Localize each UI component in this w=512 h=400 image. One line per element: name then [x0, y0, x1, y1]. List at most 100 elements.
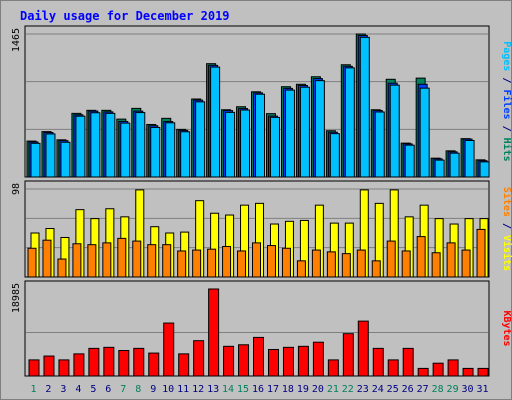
axis-label-part: Sites: [501, 187, 512, 217]
bar-pages-day-14: [225, 111, 236, 178]
x-tick-label-day-12: 12: [192, 384, 204, 395]
bar-kbytes-day-23: [357, 320, 369, 377]
axis-label-part: Files: [501, 89, 512, 119]
x-tick-label-day-28: 28: [432, 384, 444, 395]
x-tick-label-day-6: 6: [105, 384, 111, 395]
bar-pages-day-16: [255, 93, 266, 178]
bar-kbytes-day-7: [118, 350, 130, 377]
panel-max-label: 18985: [11, 283, 22, 313]
bar-pages-day-7: [120, 122, 131, 178]
bar-pages-day-13: [210, 66, 221, 178]
panel-axis-label: Pages / Files / Hits: [501, 41, 512, 161]
panel-axis-label: Sites / Visits: [501, 187, 512, 271]
bar-kbytes-day-21: [327, 359, 339, 377]
bar-pages-day-25: [389, 84, 400, 178]
bar-kbytes-day-9: [148, 352, 160, 377]
bar-kbytes-day-6: [103, 346, 115, 377]
bar-pages-day-21: [329, 133, 340, 178]
bar-sites-day-18: [281, 247, 291, 278]
bar-pages-day-9: [150, 126, 161, 178]
bar-sites-day-9: [147, 244, 157, 278]
x-tick-label-day-11: 11: [177, 384, 189, 395]
bar-kbytes-day-22: [342, 333, 354, 377]
bar-sites-day-15: [237, 250, 247, 278]
bar-sites-day-26: [401, 250, 411, 278]
bar-kbytes-day-18: [282, 346, 294, 377]
x-tick-label-day-18: 18: [282, 384, 294, 395]
bar-kbytes-day-28: [432, 362, 444, 377]
x-tick-label-day-13: 13: [207, 384, 219, 395]
x-tick-label-day-25: 25: [387, 384, 399, 395]
bar-pages-day-11: [180, 131, 191, 178]
bar-sites-day-8: [132, 240, 142, 278]
bar-sites-day-31: [476, 228, 486, 278]
x-tick-label-day-24: 24: [372, 384, 384, 395]
bar-pages-day-19: [299, 86, 310, 178]
x-tick-label-day-7: 7: [120, 384, 126, 395]
x-tick-label-day-30: 30: [462, 384, 474, 395]
bar-kbytes-day-1: [28, 359, 40, 377]
axis-label-part: Hits: [501, 138, 512, 162]
bar-kbytes-day-11: [178, 353, 190, 377]
chart-title: Daily usage for December 2019: [20, 9, 230, 23]
bar-kbytes-day-4: [73, 353, 85, 377]
bar-kbytes-day-16: [253, 336, 265, 377]
bar-pages-day-23: [359, 36, 370, 178]
bar-kbytes-day-27: [417, 367, 429, 377]
x-tick-label-day-1: 1: [30, 384, 36, 395]
x-tick-label-day-14: 14: [222, 384, 234, 395]
bar-sites-day-1: [27, 247, 37, 278]
x-tick-label-day-29: 29: [447, 384, 459, 395]
bar-sites-day-23: [356, 249, 366, 278]
bar-kbytes-day-17: [267, 348, 279, 377]
bar-kbytes-day-12: [193, 340, 205, 377]
bar-pages-day-10: [165, 122, 176, 178]
bar-sites-day-7: [117, 237, 127, 278]
axis-label-part: KBytes: [501, 310, 512, 346]
x-tick-label-day-31: 31: [476, 384, 488, 395]
panel-middle: 98 Sites / Visits: [11, 180, 512, 278]
x-tick-label-day-15: 15: [237, 384, 249, 395]
bar-kbytes-day-5: [88, 347, 100, 377]
bar-sites-day-2: [42, 239, 52, 278]
bar-pages-day-27: [419, 87, 430, 178]
bar-kbytes-day-15: [238, 344, 250, 377]
bar-sites-day-12: [192, 249, 202, 278]
axis-label-part: Visits: [501, 235, 512, 271]
bar-pages-day-2: [45, 133, 56, 178]
bar-sites-day-6: [102, 242, 112, 278]
bar-sites-day-13: [207, 248, 217, 278]
bar-pages-day-20: [314, 80, 325, 178]
bar-kbytes-day-3: [58, 359, 70, 377]
bar-pages-day-31: [479, 161, 490, 178]
x-tick-label-day-17: 17: [267, 384, 279, 395]
bar-pages-day-6: [105, 112, 116, 178]
bar-sites-day-10: [162, 244, 172, 278]
x-tick-label-day-16: 16: [252, 384, 264, 395]
bar-kbytes-day-10: [163, 322, 175, 377]
axis-label-part: Pages: [501, 41, 512, 71]
bar-sites-day-27: [416, 236, 426, 278]
bar-sites-day-30: [461, 249, 471, 278]
bar-kbytes-day-25: [387, 359, 399, 377]
bar-pages-day-28: [434, 159, 445, 178]
bar-kbytes-day-8: [133, 347, 145, 377]
bar-pages-day-3: [60, 141, 71, 178]
bar-pages-day-8: [135, 112, 146, 178]
x-tick-label-day-27: 27: [417, 384, 429, 395]
bar-sites-day-25: [386, 240, 396, 278]
axis-label-part: /: [501, 217, 512, 235]
bar-sites-day-4: [72, 243, 82, 278]
bar-kbytes-day-13: [208, 288, 220, 377]
bar-pages-day-22: [344, 67, 355, 178]
bar-pages-day-29: [449, 152, 460, 178]
bar-kbytes-day-20: [312, 341, 324, 377]
bar-sites-day-19: [296, 260, 306, 278]
bar-sites-day-14: [222, 245, 232, 278]
x-tick-label-day-19: 19: [297, 384, 309, 395]
bar-kbytes-day-31: [477, 367, 489, 377]
bar-kbytes-day-2: [43, 355, 55, 377]
bar-sites-day-21: [326, 251, 336, 278]
panel-top: 1465 Pages / Files / Hits: [11, 25, 512, 178]
